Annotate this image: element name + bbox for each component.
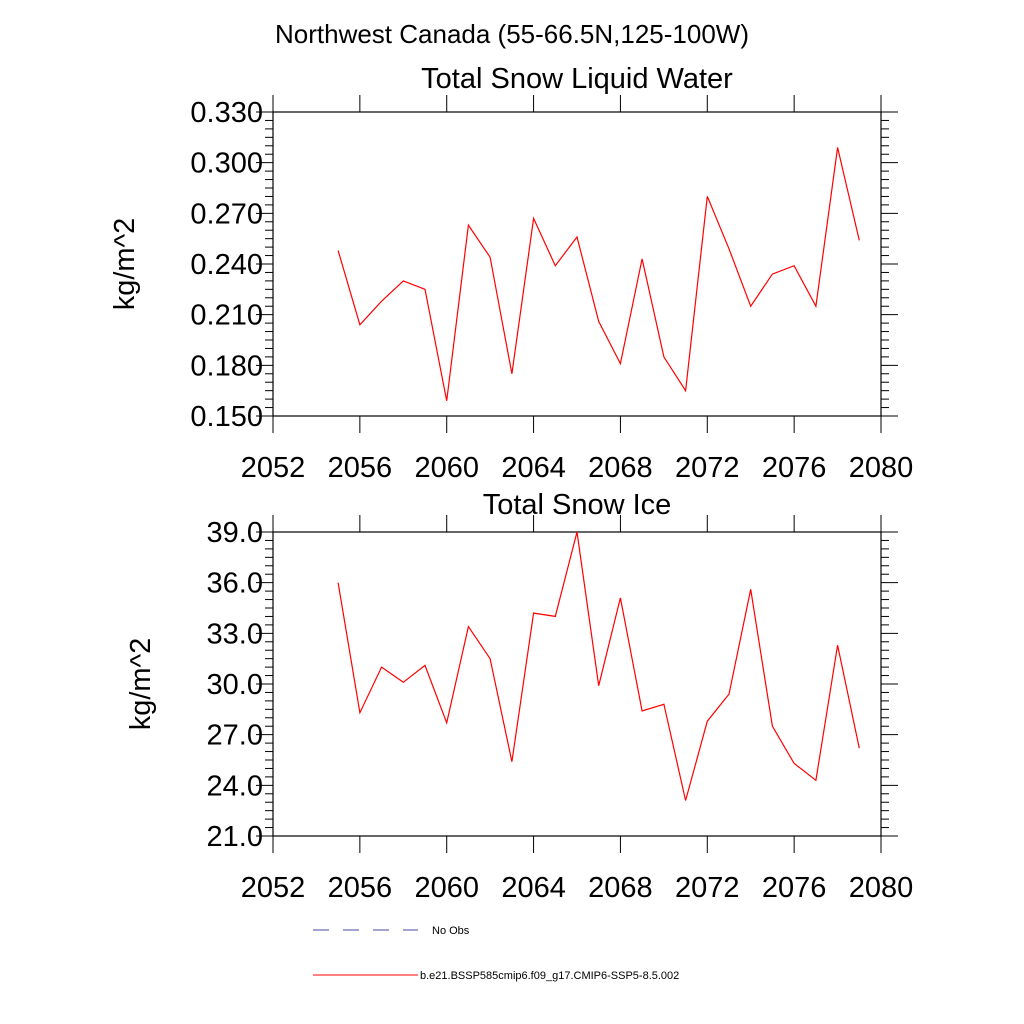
y-tick-label: 27.0 — [207, 720, 263, 752]
plot-frame — [272, 531, 882, 837]
plot-frame — [272, 111, 882, 417]
y-tick-label: 0.240 — [190, 249, 263, 281]
y-tick-label: 0.210 — [190, 300, 263, 332]
panel-total-snow-liquid-water: Total Snow Liquid Water 0.150 0.180 0.210 0.… — [109, 63, 913, 484]
y-tick-label: 0.180 — [190, 350, 263, 382]
x-tick-label: 2076 — [762, 872, 827, 904]
legend-obs-label: No Obs — [432, 925, 470, 937]
x-tick-label: 2080 — [849, 872, 914, 904]
panel-total-snow-ice: Total Snow Ice 21.0 24.0 27.0 30.0 33.0 36.0 39… — [125, 489, 913, 904]
y-tick-label: 0.150 — [190, 401, 263, 433]
chart-title: Total Snow Liquid Water — [421, 63, 733, 95]
x-tick-label: 2064 — [501, 452, 566, 484]
y-tick-label: 0.330 — [190, 97, 263, 129]
y-tick-label: 21.0 — [207, 821, 263, 853]
x-tick-label: 2064 — [501, 872, 566, 904]
figure-suptitle: Northwest Canada (55-66.5N,125-100W) — [275, 19, 749, 49]
y-tick-label: 0.300 — [190, 148, 263, 180]
x-tick-label: 2072 — [675, 452, 740, 484]
x-tick-label: 2060 — [414, 872, 479, 904]
series-line — [337, 147, 860, 401]
x-tick-label: 2068 — [588, 872, 653, 904]
x-tick-label: 2060 — [414, 452, 479, 484]
y-axis-label: kg/m^2 — [109, 218, 141, 311]
x-tick-label: 2076 — [762, 452, 827, 484]
x-tick-label: 2068 — [588, 452, 653, 484]
x-tick-label: 2056 — [328, 452, 393, 484]
y-tick-label: 30.0 — [207, 669, 263, 701]
x-tick-label: 2080 — [849, 452, 914, 484]
x-tick-label: 2052 — [241, 872, 306, 904]
y-tick-label: 39.0 — [207, 517, 263, 549]
x-tick-label: 2072 — [675, 872, 740, 904]
y-tick-label: 33.0 — [207, 618, 263, 650]
x-tick-label: 2056 — [328, 872, 393, 904]
y-tick-label: 24.0 — [207, 770, 263, 802]
y-axis-label: kg/m^2 — [125, 638, 157, 731]
y-tick-label: 36.0 — [207, 568, 263, 600]
series-line — [337, 531, 860, 801]
legend: No Obs b.e21.BSSP585cmip6.f09_g17.CMIP6-… — [313, 925, 679, 982]
y-tick-label: 0.270 — [190, 198, 263, 230]
x-tick-label: 2052 — [241, 452, 306, 484]
chart-title: Total Snow Ice — [483, 489, 672, 521]
legend-model-label: b.e21.BSSP585cmip6.f09_g17.CMIP6-SSP5-8.… — [420, 970, 679, 982]
